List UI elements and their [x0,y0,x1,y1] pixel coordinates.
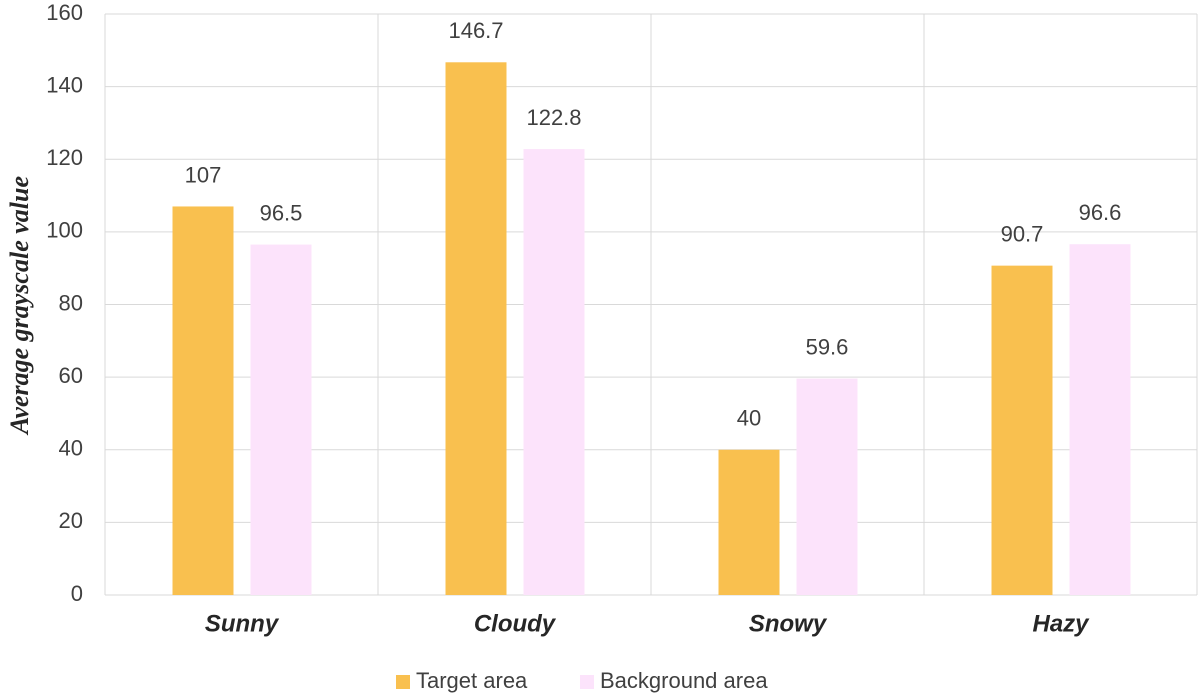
legend-swatch [396,675,410,689]
value-label: 40 [737,406,761,431]
x-tick-label: Cloudy [474,610,557,637]
bar [991,265,1053,595]
bar [523,149,585,595]
bar [172,206,234,596]
y-tick-label: 60 [59,363,83,388]
y-axis-label: Average grayscale value [5,176,34,436]
y-tick-label: 0 [71,581,83,606]
value-label: 59.6 [806,334,849,359]
x-tick-label: Snowy [749,610,828,637]
bar [718,449,780,595]
x-tick-label: Hazy [1032,610,1090,637]
legend-label: Target area [416,668,528,693]
value-label: 96.5 [260,200,303,225]
value-label: 107 [185,162,222,187]
y-tick-label: 160 [46,0,83,25]
y-tick-label: 80 [59,290,83,315]
bar [796,378,858,595]
legend-swatch [580,675,594,689]
y-tick-label: 140 [46,72,83,97]
bar [445,62,507,595]
y-tick-label: 100 [46,218,83,243]
x-tick-label: Sunny [205,610,280,637]
y-tick-label: 20 [59,508,83,533]
value-label: 146.7 [448,18,503,43]
value-label: 122.8 [526,105,581,130]
legend-label: Background area [600,668,768,693]
value-label: 96.6 [1079,200,1122,225]
y-tick-label: 40 [59,436,83,461]
bar [250,244,312,595]
bar [1069,244,1131,595]
y-tick-label: 120 [46,145,83,170]
value-label: 90.7 [1001,221,1044,246]
